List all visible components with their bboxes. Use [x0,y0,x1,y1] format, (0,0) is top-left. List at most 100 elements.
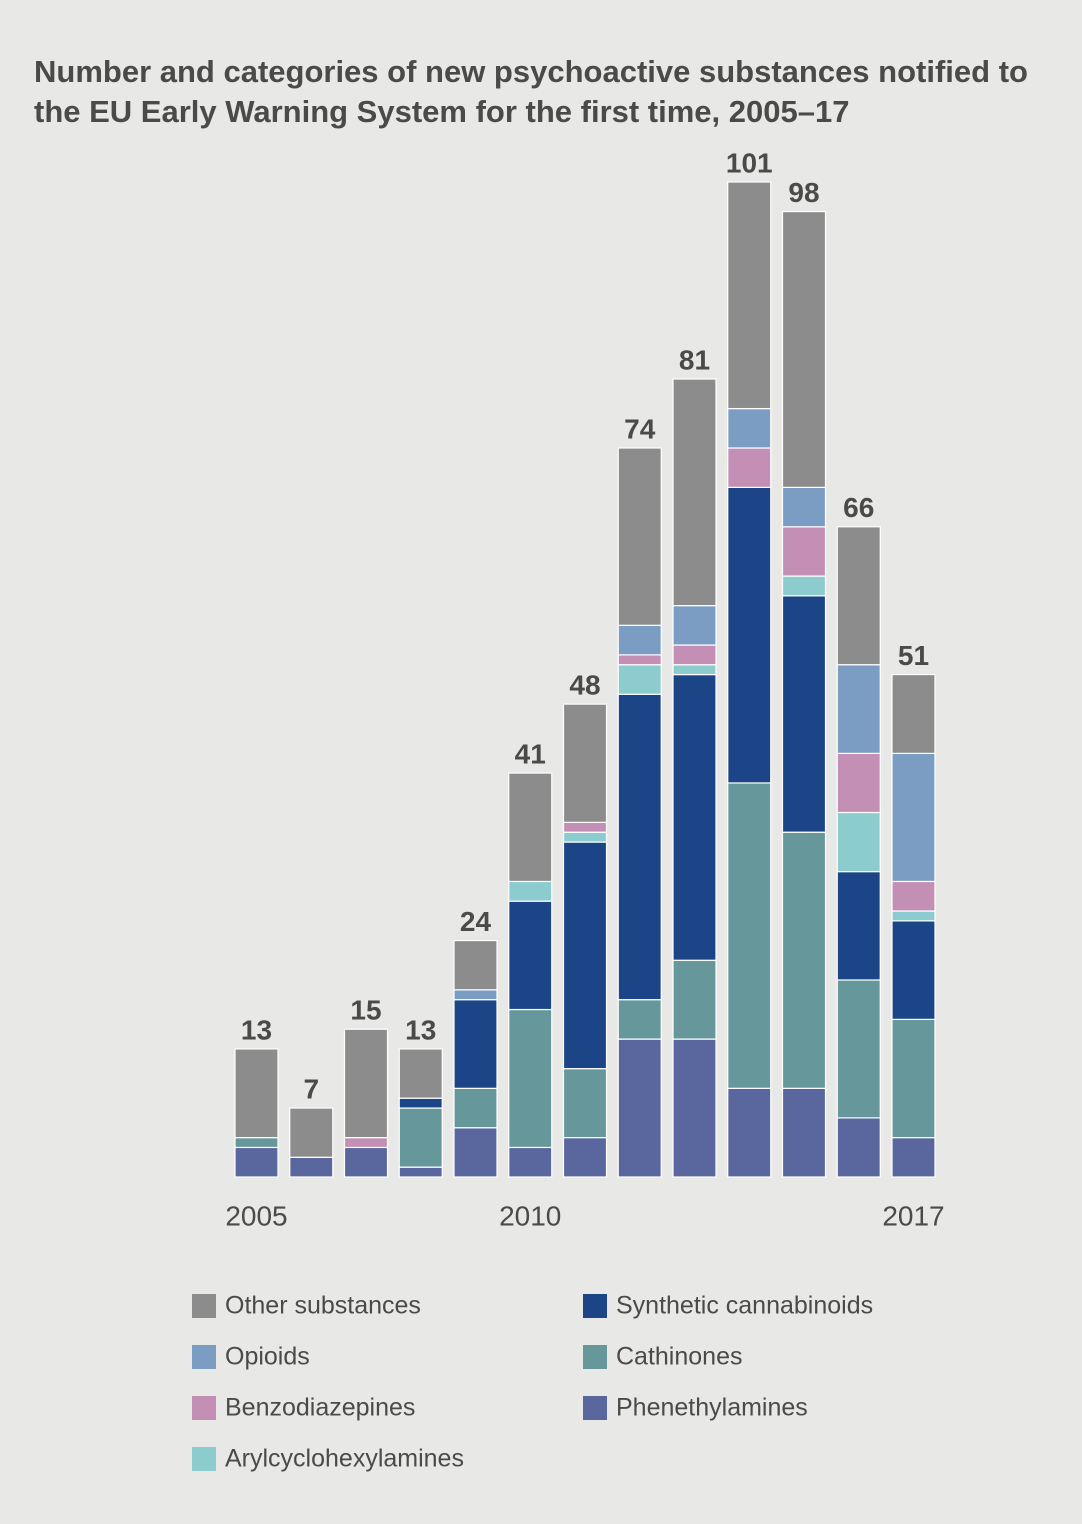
bar-segment [836,1117,881,1178]
bar-segment [508,1146,553,1178]
bar-segment [453,1127,498,1178]
bar-segment [891,1136,936,1178]
bar-segment [234,1048,279,1139]
bar-segment [453,999,498,1089]
bar-segment [672,664,717,676]
bar-segment [891,673,936,754]
bar-segment [343,1146,389,1178]
legend-label: Benzodiazepines [225,1394,415,1422]
legend-label: Cathinones [616,1343,742,1371]
bar-segment [398,1097,443,1109]
bar-segment [781,526,827,577]
bar-segment [672,605,717,646]
total-label: 81 [679,344,710,375]
total-label: 13 [241,1014,272,1045]
bar-segment [781,1087,827,1178]
bar-segment [617,664,662,695]
bar-segment [781,831,827,1089]
bar-segment [562,1068,608,1139]
bar-segment [508,880,553,902]
bar-segment [781,575,827,597]
bar-segment [781,486,827,528]
bar-segment [891,752,936,883]
bar-segment [891,880,936,912]
bar-segment [343,1136,389,1149]
chart-title: Number and categories of new psychoactiv… [34,54,1028,129]
bar-segment [617,624,662,656]
total-label: 101 [726,147,773,178]
legend-swatch [192,1294,216,1318]
bar-segment [508,1008,553,1149]
bar-segment [617,999,662,1040]
bar-segment [562,1136,608,1178]
bar-segment [343,1028,389,1139]
bar-segment [836,811,881,873]
bar-segment [836,979,881,1119]
bar-segment [781,210,827,488]
legend-label: Arylcyclohexylamines [225,1445,464,1473]
bar-segment [672,959,717,1040]
bar-segment [453,989,498,1001]
bar-segment [617,447,662,626]
legend-swatch [583,1294,607,1318]
bar-segment [617,654,662,666]
bar-segment [672,644,717,666]
bar-segment [562,821,608,833]
legend-swatch [583,1345,607,1369]
legend-swatch [583,1396,607,1420]
total-label: 74 [624,413,656,444]
total-label: 51 [898,640,929,671]
legend-swatch [192,1396,216,1420]
bar-segment [727,407,772,449]
bar-segment [289,1156,334,1178]
bar-segment [289,1107,334,1158]
bar-segment [453,939,498,991]
bar-segment [562,841,608,1070]
bar-segment [727,447,772,488]
bar-segment [508,772,553,883]
bar-segment [672,378,717,607]
legend-label: Other substances [225,1292,421,1320]
bar-segment [398,1048,443,1099]
total-label: 48 [569,670,600,701]
bar-segment [453,1087,498,1129]
total-label: 98 [788,177,819,208]
bar-segment [398,1166,443,1178]
bar-segment [836,526,881,666]
bar-segment [234,1136,279,1149]
x-tick-label: 2017 [882,1200,944,1231]
bar-segment [672,673,717,961]
x-tick-label: 2005 [225,1200,287,1231]
bar-segment [727,181,772,410]
bar-segment [562,703,608,823]
total-label: 24 [460,906,492,937]
legend-label: Phenethylamines [616,1394,808,1422]
bar-segment [836,871,881,981]
bar-segment [781,595,827,833]
total-label: 13 [405,1014,436,1045]
total-label: 41 [515,738,546,769]
bar-segment [836,752,881,814]
bar-segment [836,664,881,754]
total-label: 7 [303,1073,319,1104]
legend-swatch [192,1345,216,1369]
bar-segment [891,920,936,1020]
bar-segment [617,693,662,1001]
bar-segment [398,1107,443,1168]
legend-label: Opioids [225,1343,310,1371]
x-tick-label: 2010 [499,1200,561,1231]
bar-segment [727,486,772,784]
total-label: 66 [843,492,874,523]
bar-segment [891,1018,936,1139]
bar-segment [891,910,936,922]
legend-label: Synthetic cannabinoids [616,1292,873,1320]
bar-segment [672,1038,717,1178]
bar-segment [508,900,553,1011]
bar-segment [234,1146,279,1178]
legend-swatch [192,1447,216,1471]
bar-segment [617,1038,662,1178]
bar-segment [727,782,772,1089]
bar-segment [727,1087,772,1178]
